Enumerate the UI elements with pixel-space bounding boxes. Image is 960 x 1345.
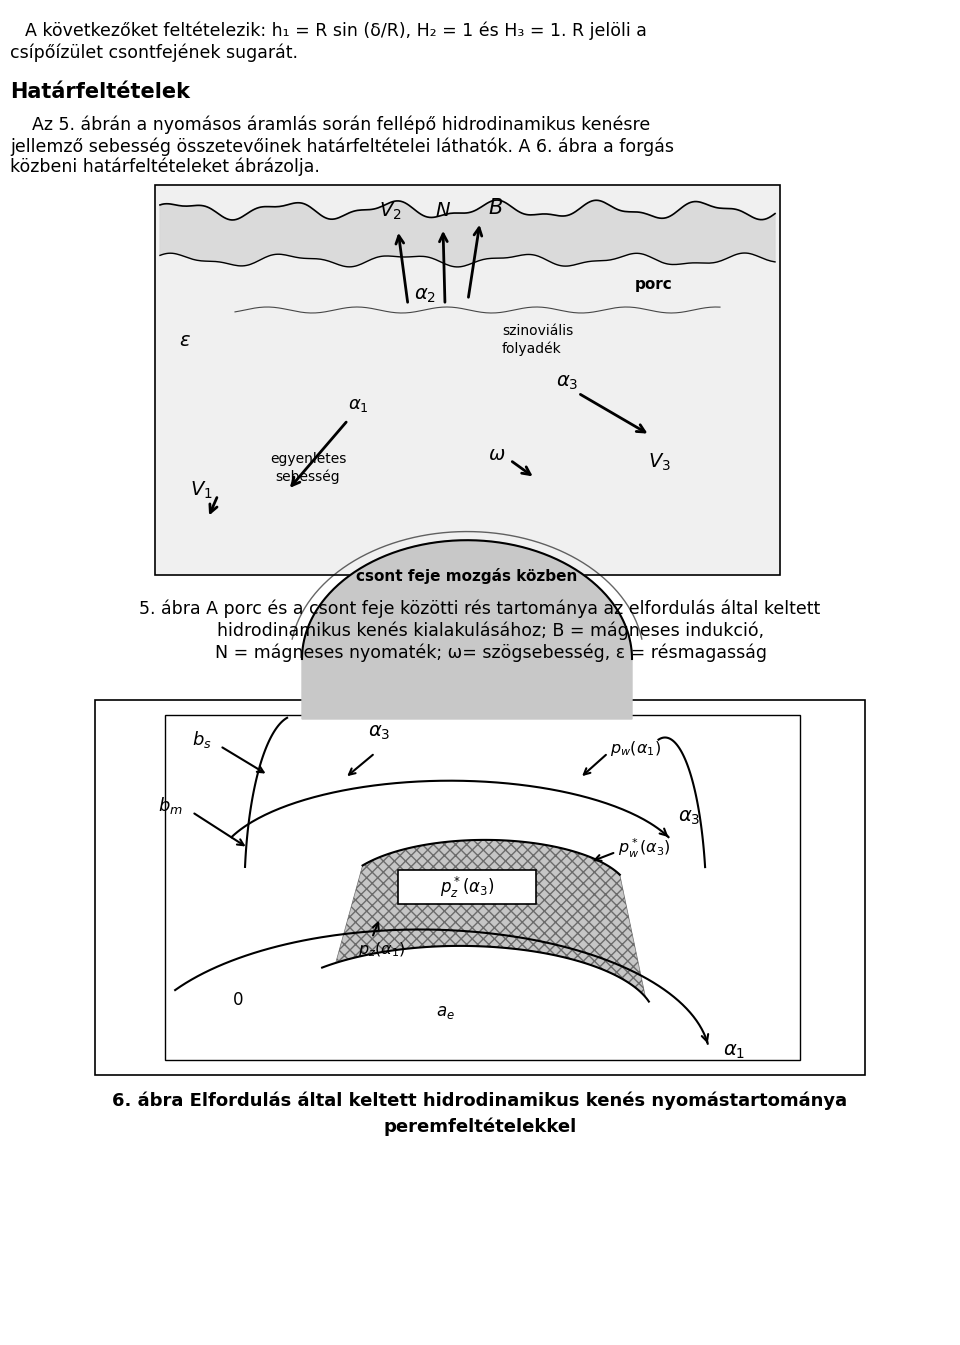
Polygon shape [302,541,632,720]
Text: A következőket feltételezik: h₁ = R sin (δ/R), H₂ = 1 és H₃ = 1. R jelöli a: A következőket feltételezik: h₁ = R sin … [25,22,647,40]
Text: N = mágneses nyomaték; ω= szögsebesség, ε = résmagasság: N = mágneses nyomaték; ω= szögsebesség, … [193,644,767,663]
Text: $\alpha_2$: $\alpha_2$ [414,285,436,304]
Bar [156,186,779,574]
Text: $N$: $N$ [435,200,451,221]
Text: $V_1$: $V_1$ [190,479,213,500]
Text: Az 5. ábrán a nyomásos áramlás során fellépő hidrodinamikus kenésre: Az 5. ábrán a nyomásos áramlás során fel… [10,116,650,134]
Text: 6. ábra Elfordulás által keltett hidrodinamikus kenés nyomástartománya: 6. ábra Elfordulás által keltett hidrodi… [112,1092,848,1111]
Text: $V_2$: $V_2$ [378,200,401,222]
Text: 5. ábra A porc és a csont feje közötti rés tartománya az elfordulás által keltet: 5. ábra A porc és a csont feje közötti r… [139,600,821,619]
Text: $\alpha_1$: $\alpha_1$ [348,395,369,414]
Text: $p^*_z(\alpha_3)$: $p^*_z(\alpha_3)$ [440,874,494,900]
Text: $p_w(\alpha_1)$: $p_w(\alpha_1)$ [610,738,661,757]
Text: egyenletes
sebesség: egyenletes sebesség [270,452,347,484]
Text: közbeni határfeltételeket ábrázolja.: közbeni határfeltételeket ábrázolja. [10,157,320,176]
Text: $V_3$: $V_3$ [648,452,671,472]
Text: jellemző sebesség összetevőinek határfeltételei láthatók. A 6. ábra a forgás: jellemző sebesség összetevőinek határfel… [10,137,674,156]
Bar [155,186,780,576]
Bar [95,699,865,1075]
Polygon shape [160,200,775,266]
Text: $p^*_w(\alpha_3)$: $p^*_w(\alpha_3)$ [618,837,671,859]
Text: Határfeltételek: Határfeltételek [10,82,190,102]
Polygon shape [336,839,645,997]
Bar [398,870,536,904]
Text: $B$: $B$ [488,198,503,218]
Text: $\alpha_1$: $\alpha_1$ [723,1042,745,1061]
Text: $b_m$: $b_m$ [158,795,183,815]
Text: peremfeltételekkel: peremfeltételekkel [383,1116,577,1135]
Text: $\alpha_3$: $\alpha_3$ [679,808,701,827]
Text: $\alpha_3$: $\alpha_3$ [556,373,578,391]
Text: $\varepsilon$: $\varepsilon$ [180,331,191,350]
Text: hidrodinamikus kenés kialakulásához; B = mágneses indukció,: hidrodinamikus kenés kialakulásához; B =… [196,621,764,640]
Text: $a_e$: $a_e$ [436,1003,454,1021]
Text: $0$: $0$ [232,991,244,1009]
Text: csípőízület csontfejének sugarát.: csípőízület csontfejének sugarát. [10,44,298,62]
Text: $\omega$: $\omega$ [489,445,506,464]
Text: $p_z(\alpha_1)$: $p_z(\alpha_1)$ [358,940,406,959]
Text: porc: porc [635,277,673,292]
Text: csont feje mozgás közben: csont feje mozgás közben [356,568,578,584]
Bar [165,716,800,1060]
Text: $\alpha_3$: $\alpha_3$ [368,724,391,742]
Text: szinoviális
folyadék: szinoviális folyadék [502,324,573,356]
Text: $b_s$: $b_s$ [192,729,212,751]
